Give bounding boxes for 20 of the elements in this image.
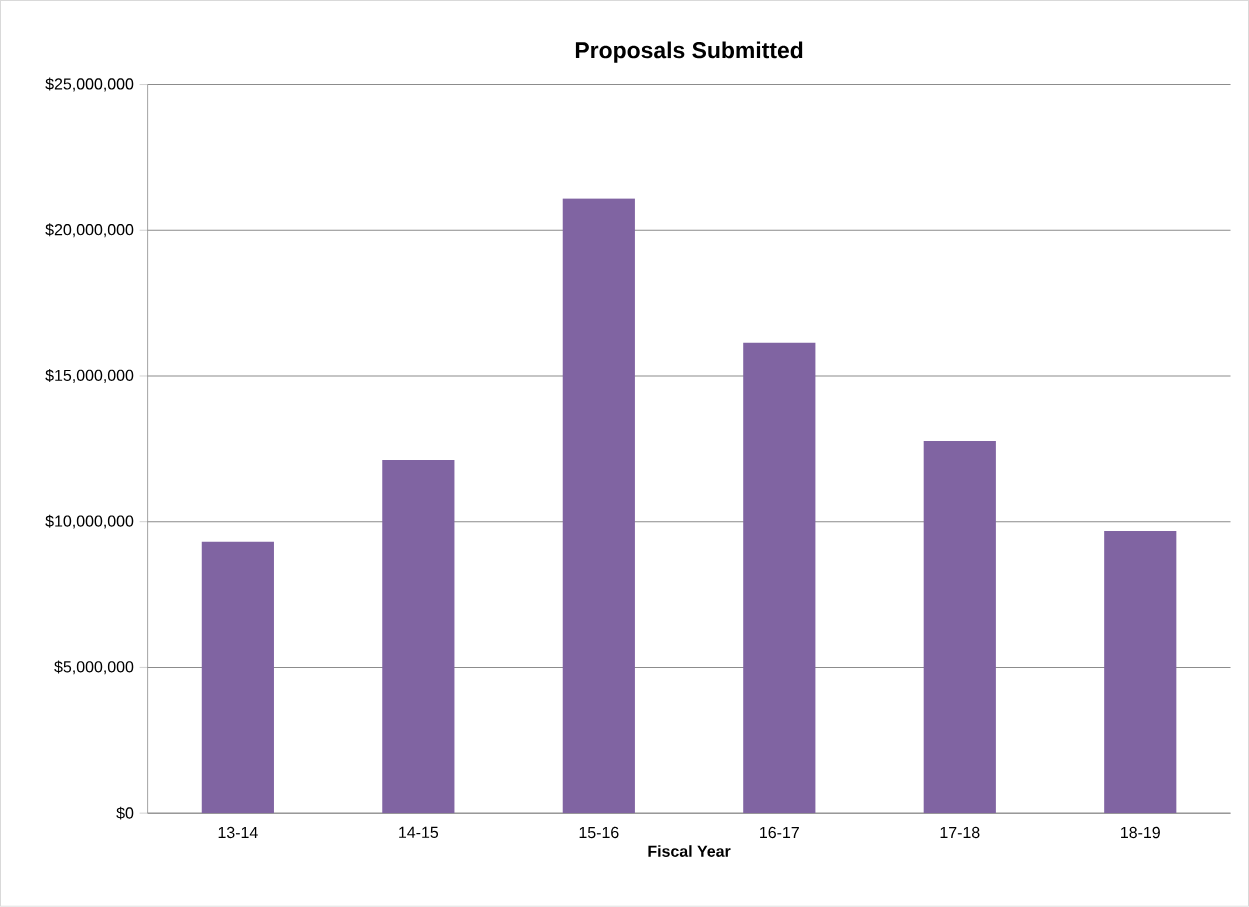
y-tick-label: $5,000,000	[54, 660, 134, 675]
bar	[562, 198, 635, 814]
bar	[923, 441, 996, 814]
x-tick-label: 18-19	[1121, 827, 1160, 839]
bar	[201, 541, 274, 814]
y-tick-label: $10,000,000	[45, 514, 134, 529]
x-tick-label: 16-17	[760, 827, 799, 839]
x-tick-label: 14-15	[399, 827, 439, 839]
x-axis-title: Fiscal Year	[648, 845, 731, 858]
x-tick-label: 17-18	[940, 827, 980, 839]
bar	[1104, 531, 1177, 814]
chart-title: Proposals Submitted	[575, 41, 803, 63]
x-tick-label: 15-16	[579, 827, 619, 839]
y-tick-label: $15,000,000	[45, 369, 134, 384]
y-tick-label: $0	[116, 806, 134, 820]
bar	[382, 460, 455, 814]
bar	[743, 342, 816, 814]
y-tick-label: $25,000,000	[45, 77, 134, 92]
y-tick-label: $20,000,000	[45, 223, 134, 238]
x-tick-label: 13-14	[218, 827, 258, 839]
